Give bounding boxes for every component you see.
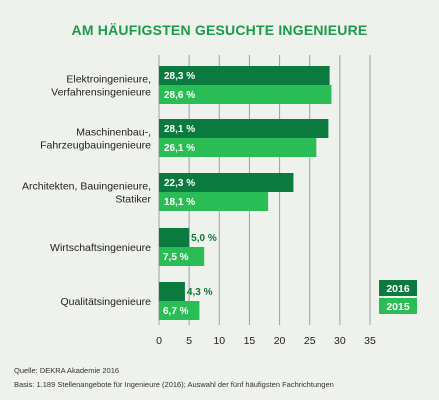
source-line-1: Quelle: DEKRA Akademie 2016 (14, 366, 120, 375)
data-label: 5,0 % (191, 233, 217, 244)
data-label: 26,1 % (164, 143, 195, 154)
x-tick-label: 15 (244, 335, 256, 347)
bar (159, 247, 205, 266)
bar (159, 192, 269, 211)
bar (159, 282, 185, 301)
legend-swatch (379, 280, 417, 296)
source-line-2: Basis: 1.189 Stellenangebote für Ingenie… (14, 380, 334, 389)
data-label: 28,3 % (164, 71, 195, 82)
data-label: 6,7 % (163, 306, 189, 317)
data-label: 22,3 % (164, 178, 195, 189)
bar (159, 138, 317, 157)
x-tick-label: 0 (156, 335, 162, 347)
data-label: 28,6 % (164, 90, 195, 101)
data-label: 7,5 % (163, 252, 189, 263)
category-label: Fahrzeugbauingenieure (40, 140, 151, 152)
bar (159, 301, 200, 320)
category-label: Statiker (115, 194, 151, 206)
x-tick-label: 35 (364, 335, 376, 347)
data-label: 4,3 % (187, 287, 213, 298)
x-tick-label: 5 (186, 335, 192, 347)
category-label: Architekten, Bauingenieure, (22, 181, 151, 193)
chart-title: AM HÄUFIGSTEN GESUCHTE INGENIEURE (71, 22, 368, 38)
bar (159, 66, 330, 85)
category-label: Maschinenbau-, (76, 127, 151, 139)
legend-label: 2016 (386, 283, 410, 295)
x-tick-label: 30 (334, 335, 346, 347)
legend-label: 2015 (386, 301, 410, 313)
x-tick-label: 10 (213, 335, 225, 347)
bar (159, 228, 190, 247)
legend-swatch (379, 298, 417, 314)
data-label: 18,1 % (164, 197, 195, 208)
bar (159, 173, 294, 192)
x-tick-label: 25 (304, 335, 316, 347)
category-label: Qualitätsingenieure (61, 296, 152, 308)
category-label: Wirtschaftsingenieure (50, 242, 151, 254)
bar (159, 119, 329, 138)
category-label: Elektroingenieure, (66, 74, 151, 86)
bar (159, 85, 332, 104)
data-label: 28,1 % (164, 124, 195, 135)
x-tick-label: 20 (274, 335, 286, 347)
category-label: Verfahrensingenieure (51, 87, 151, 99)
